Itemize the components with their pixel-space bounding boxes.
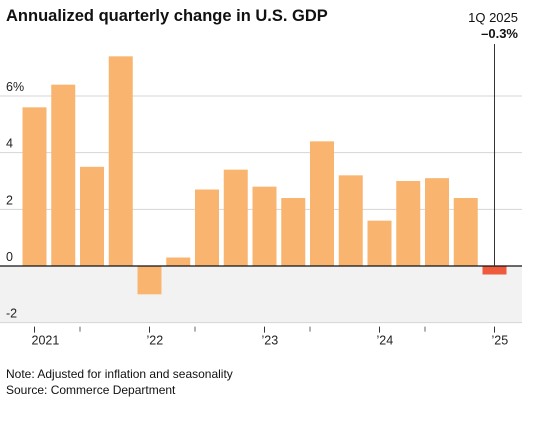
bar [310,141,334,266]
x-tick-label: 2021 [32,334,60,348]
bar [252,186,277,266]
negative-region-band [0,266,522,323]
x-tick-label: ’25 [492,334,509,348]
annotation-period: 1Q 2025 [468,10,518,25]
bar [80,166,104,266]
bar [108,56,133,267]
bar [281,198,306,266]
bar [223,169,248,266]
bar [425,178,449,266]
y-tick-label: 0 [6,250,13,264]
bar [51,84,76,267]
highlight-annotation: 1Q 2025–0.3% [468,10,518,266]
source-text: Source: Commerce Department [6,383,176,397]
axes: 6% 4 2 0 -2 2021 ’22 ’23 ’24 ’25 [0,80,522,348]
x-tick-label: ’23 [262,334,279,348]
bars [22,56,507,295]
x-tick-label: ’24 [377,334,394,348]
bar [195,189,219,266]
y-tick-label: 4 [6,137,13,151]
note-text: Note: Adjusted for inflation and seasona… [6,367,233,381]
bar [166,257,191,266]
bar [367,220,392,266]
bar [338,175,363,266]
bar [22,107,47,266]
bar [453,198,478,266]
bar-highlight [482,266,507,275]
annotation-value: –0.3% [481,26,518,41]
y-tick-label: -2 [6,307,17,321]
x-tick-label: ’22 [147,334,164,348]
chart-title: Annualized quarterly change in U.S. GDP [6,7,328,25]
negative-band [0,266,522,323]
y-tick-label: 2 [6,193,13,207]
bar [396,181,421,266]
bar [137,266,162,295]
y-tick-label: 6% [6,80,24,94]
